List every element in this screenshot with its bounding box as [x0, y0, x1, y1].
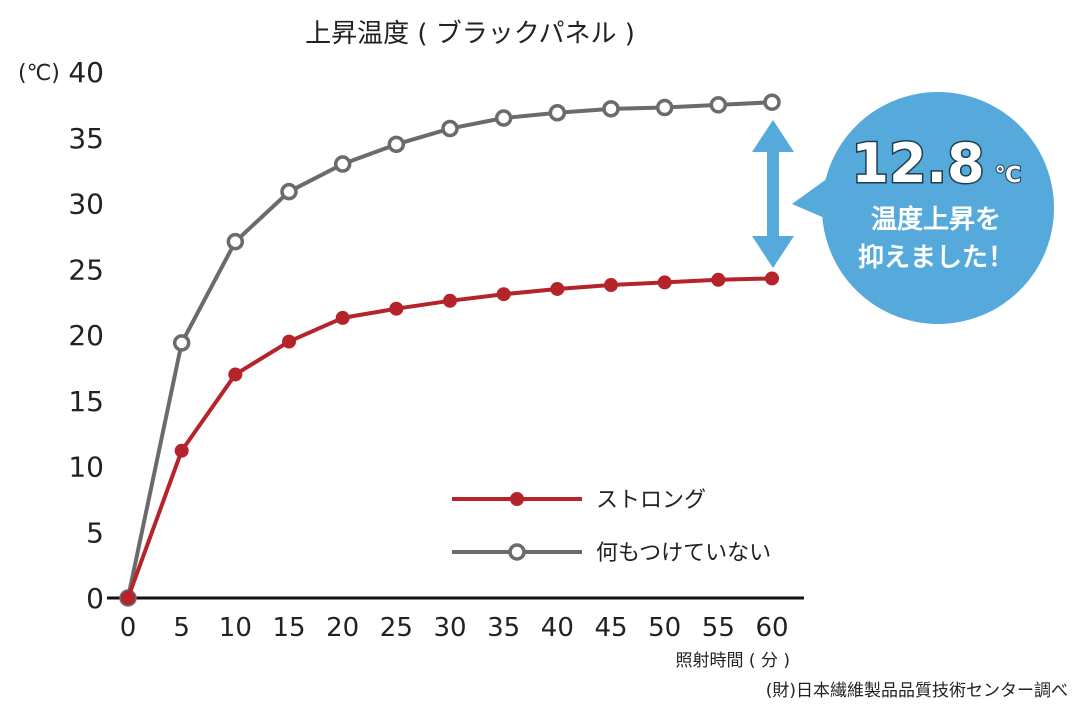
x-tick-labels: 0 5 10 15 20 25 30 35 40 45 50 55 60 — [120, 613, 789, 643]
data-point-none-50 — [655, 98, 674, 117]
legend-item-strong: ストロング — [452, 488, 706, 513]
legend-item-none: 何もつけていない — [452, 541, 771, 566]
difference-arrow — [752, 120, 794, 268]
x-tick-label-20: 20 — [326, 613, 359, 643]
y-tick-label-15: 15 — [68, 385, 104, 418]
data-point-strong-35 — [496, 287, 511, 302]
data-point-strong-30 — [443, 293, 457, 308]
difference-arrow-up-head — [752, 120, 794, 152]
data-point-none-40 — [548, 104, 567, 122]
callout-pointer — [792, 178, 834, 222]
x-tick-label-0: 0 — [120, 613, 137, 643]
chart-title: 上昇温度 ( ブラックパネル ) — [305, 19, 635, 49]
data-point-strong-5 — [174, 443, 189, 458]
x-tick-label-10: 10 — [219, 613, 252, 643]
data-point-strong-10 — [228, 367, 243, 382]
series-layer — [119, 93, 781, 607]
difference-arrow-down-head — [752, 236, 794, 268]
y-axis-unit-label: (℃) — [18, 61, 60, 86]
x-tick-label-60: 60 — [755, 613, 788, 643]
data-point-strong-40 — [550, 281, 565, 296]
data-point-none-60 — [763, 93, 781, 111]
callout-line-1: 温度上昇を — [871, 204, 1001, 235]
callout-circle — [822, 92, 1054, 324]
data-point-none-45 — [602, 100, 620, 118]
legend-swatch-none-marker — [508, 543, 526, 561]
data-point-none-15 — [280, 182, 298, 201]
x-axis-label: 照射時間 ( 分 ) — [676, 651, 790, 671]
data-point-strong-50 — [657, 275, 672, 290]
x-tick-label-15: 15 — [272, 613, 305, 643]
y-tick-label-20: 20 — [68, 319, 104, 352]
y-tick-label-25: 25 — [68, 253, 104, 286]
callout-line-2: 抑えました！ — [858, 243, 1014, 273]
y-tick-label-5: 5 — [86, 516, 104, 549]
data-point-none-30 — [441, 119, 459, 138]
x-tick-label-30: 30 — [433, 613, 466, 643]
legend-label-strong: ストロング — [596, 488, 706, 513]
data-point-none-10 — [226, 232, 245, 251]
data-point-strong-55 — [711, 272, 726, 287]
source-note: (財)日本繊維製品品質技術センター調べ — [766, 681, 1068, 701]
callout-unit: ℃ — [995, 163, 1022, 188]
data-point-strong-15 — [282, 334, 296, 349]
data-point-none-25 — [387, 135, 406, 154]
x-tick-label-50: 50 — [648, 613, 681, 643]
data-point-strong-25 — [389, 301, 404, 316]
data-point-strong-0 — [121, 591, 135, 605]
x-tick-label-55: 55 — [702, 613, 735, 643]
data-point-none-35 — [494, 109, 513, 127]
y-tick-label-10: 10 — [68, 451, 104, 484]
x-tick-label-25: 25 — [380, 613, 413, 643]
y-tick-label-0: 0 — [86, 582, 104, 615]
data-point-none-5 — [172, 334, 191, 352]
y-tick-labels: 0 5 10 15 20 25 30 35 40 — [68, 56, 104, 615]
data-point-strong-20 — [335, 310, 350, 325]
series-line-none — [126, 100, 773, 599]
x-tick-label-40: 40 — [541, 613, 574, 643]
callout-value: 12.8 — [851, 132, 984, 195]
legend-swatch-strong-marker — [510, 492, 524, 506]
callout-bubble: 12.8 ℃ 温度上昇を 抑えました！ — [792, 92, 1054, 324]
x-tick-label-35: 35 — [487, 613, 520, 643]
legend: ストロング 何もつけていない — [452, 488, 771, 566]
data-point-strong-60 — [765, 271, 779, 286]
legend-label-none: 何もつけていない — [596, 541, 771, 566]
data-point-strong-45 — [604, 278, 618, 293]
data-point-none-20 — [333, 155, 352, 173]
y-tick-label-30: 30 — [68, 188, 104, 221]
x-tick-label-45: 45 — [594, 613, 627, 643]
y-tick-label-35: 35 — [68, 122, 104, 155]
data-point-none-55 — [709, 96, 728, 114]
x-tick-label-5: 5 — [173, 613, 190, 643]
y-tick-label-40: 40 — [68, 56, 104, 89]
